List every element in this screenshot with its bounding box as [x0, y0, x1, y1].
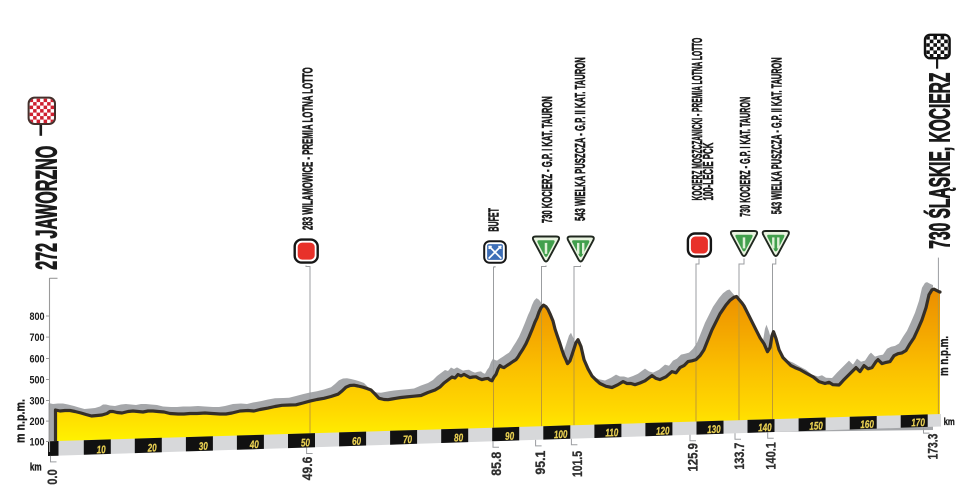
svg-text:60: 60 [352, 435, 362, 448]
svg-text:20: 20 [147, 442, 158, 455]
svg-text:km: km [30, 461, 42, 474]
svg-text:110: 110 [605, 427, 619, 440]
svg-text:272 JAWORZNO: 272 JAWORZNO [30, 146, 64, 270]
svg-text:170: 170 [911, 417, 925, 430]
svg-text:150: 150 [809, 420, 823, 433]
svg-text:KOCIERZ MOSZCZANICKI - PREMIA: KOCIERZ MOSZCZANICKI - PREMIA LOTNA LOTT… [689, 38, 706, 201]
svg-text:101.5: 101.5 [570, 451, 586, 477]
svg-text:543 WIELKA PUSZCZA - G.P. II K: 543 WIELKA PUSZCZA - G.P. II KAT. TAURON [768, 57, 786, 214]
svg-text:m n.p.m.: m n.p.m. [12, 399, 27, 443]
svg-text:125.9: 125.9 [684, 443, 700, 471]
svg-text:800: 800 [29, 311, 44, 323]
svg-text:543 WIELKA PUSZCZA - G.P. II K: 543 WIELKA PUSZCZA - G.P. II KAT. TAURON [571, 57, 589, 221]
svg-text:90: 90 [505, 430, 515, 443]
svg-text:283 WILAMOWICE - PREMIA LOTNA: 283 WILAMOWICE - PREMIA LOTNA LOTTO [299, 67, 317, 230]
svg-text:120: 120 [656, 425, 670, 438]
svg-text:100-LECIE PCK: 100-LECIE PCK [699, 142, 717, 200]
svg-text:10: 10 [96, 444, 106, 457]
svg-text:160: 160 [860, 419, 874, 432]
svg-text:70: 70 [403, 434, 413, 447]
svg-text:95.1: 95.1 [532, 451, 548, 475]
svg-text:130: 130 [707, 424, 721, 437]
svg-text:700: 700 [29, 332, 44, 344]
svg-text:200: 200 [29, 416, 44, 428]
svg-text:BUFET: BUFET [486, 208, 503, 232]
svg-text:40: 40 [249, 439, 260, 452]
svg-text:50: 50 [301, 437, 311, 450]
svg-text:600: 600 [29, 354, 44, 366]
svg-text:730 KOCIERZ - G.P. I KAT. TAUR: 730 KOCIERZ - G.P. I KAT. TAURON [538, 96, 556, 223]
svg-text:30: 30 [199, 441, 209, 454]
svg-text:100: 100 [29, 437, 44, 449]
svg-text:730 ŚLĄSKIE, KOCIERZ: 730 ŚLĄSKIE, KOCIERZ [922, 73, 956, 249]
svg-text:140: 140 [758, 422, 772, 435]
svg-text:85.8: 85.8 [488, 452, 504, 476]
svg-text:49.6: 49.6 [299, 457, 315, 481]
svg-text:0.0: 0.0 [45, 469, 60, 484]
svg-text:100: 100 [554, 429, 568, 442]
svg-text:km: km [944, 416, 955, 427]
svg-text:730 KOCIERZ - G.P. I KAT. TAUR: 730 KOCIERZ - G.P. I KAT. TAURON [737, 97, 754, 217]
svg-text:300: 300 [29, 396, 44, 408]
svg-text:m n.p.m.: m n.p.m. [938, 336, 952, 376]
svg-text:80: 80 [454, 432, 464, 445]
svg-text:133.7: 133.7 [732, 443, 748, 470]
svg-text:140.1: 140.1 [763, 442, 779, 470]
svg-text:173.3: 173.3 [925, 434, 941, 460]
svg-text:500: 500 [29, 375, 44, 387]
